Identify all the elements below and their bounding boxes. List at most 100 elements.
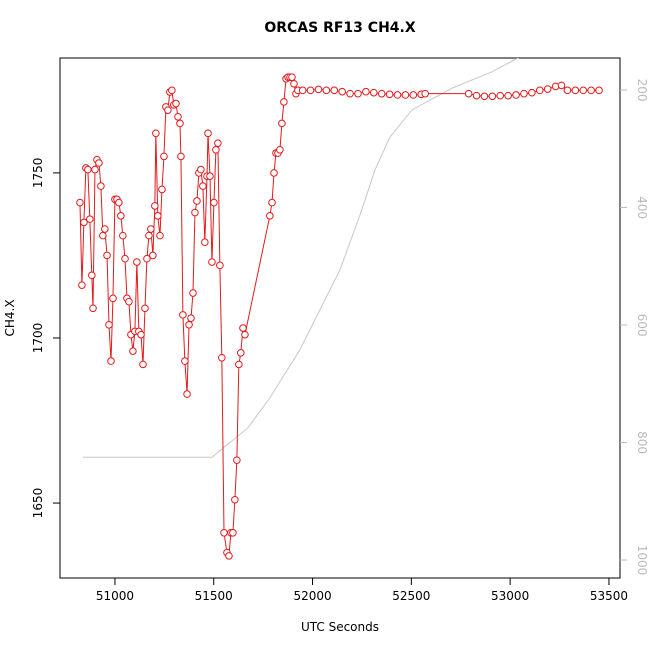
- data-point: [280, 98, 288, 106]
- data-point: [147, 225, 155, 233]
- data-point: [369, 88, 378, 97]
- data-point: [268, 198, 276, 207]
- data-point: [571, 86, 580, 95]
- data-point: [409, 91, 418, 99]
- series-line: [79, 76, 600, 558]
- data-point: [88, 271, 96, 280]
- data-point: [97, 182, 105, 190]
- data-point: [208, 258, 216, 266]
- data-point: [84, 165, 92, 174]
- data-point: [119, 231, 127, 240]
- data-point: [187, 314, 195, 322]
- data-point: [181, 357, 189, 365]
- data-point: [103, 251, 111, 260]
- y-tick-label: 1650: [31, 488, 45, 519]
- data-point: [239, 324, 247, 332]
- data-point: [212, 145, 220, 154]
- data-point: [241, 330, 249, 339]
- data-point: [183, 390, 191, 398]
- data-point: [143, 254, 151, 263]
- data-point: [218, 353, 226, 362]
- data-point: [149, 251, 157, 260]
- data-point: [231, 495, 239, 504]
- y-tick-label: 1700: [31, 323, 45, 354]
- x-tick-label: 51000: [96, 589, 134, 603]
- data-point: [210, 198, 218, 207]
- data-point: [185, 320, 193, 329]
- data-point: [393, 91, 402, 99]
- x-tick-label: 53000: [491, 589, 529, 603]
- data-point: [204, 129, 212, 138]
- data-point: [177, 152, 185, 161]
- data-point: [579, 86, 588, 95]
- plot-box: [59, 57, 621, 579]
- data-point: [237, 349, 245, 357]
- data-point: [99, 231, 107, 240]
- data-point: [152, 129, 160, 138]
- data-point: [235, 360, 243, 369]
- data-point: [141, 304, 149, 313]
- data-point: [115, 198, 123, 207]
- data-point: [290, 79, 298, 88]
- x-tick-label: 52500: [392, 589, 430, 603]
- data-point: [496, 91, 505, 100]
- data-point: [78, 281, 86, 289]
- data-point: [145, 231, 153, 240]
- y2-tick-label: 1000: [635, 545, 649, 576]
- data-point: [535, 86, 544, 95]
- data-point: [278, 119, 286, 128]
- data-point: [179, 311, 187, 319]
- data-point: [512, 91, 520, 99]
- y2-tick-label: 800: [635, 431, 649, 454]
- data-point: [91, 165, 99, 174]
- data-point: [151, 202, 159, 210]
- data-point: [197, 165, 205, 174]
- data-point: [193, 197, 201, 205]
- data-point: [189, 289, 197, 297]
- data-point: [346, 89, 354, 98]
- y-tick-label: 1750: [31, 158, 45, 189]
- data-point: [154, 212, 162, 220]
- data-point: [80, 218, 88, 227]
- data-point: [480, 92, 489, 101]
- data-point: [421, 89, 429, 98]
- data-point: [164, 106, 172, 114]
- data-point: [306, 86, 315, 95]
- data-point: [160, 152, 168, 161]
- x-tick-label: 51500: [195, 589, 233, 603]
- data-point: [109, 294, 117, 303]
- x-tick-label: 52000: [293, 589, 331, 603]
- data-point: [288, 73, 296, 81]
- data-point: [158, 185, 166, 194]
- data-point: [587, 86, 595, 95]
- data-point: [172, 99, 180, 108]
- data-point: [101, 225, 109, 233]
- data-point: [137, 330, 145, 339]
- data-point: [225, 552, 233, 560]
- y2-tick-label: 200: [635, 79, 649, 102]
- data-point: [528, 88, 536, 97]
- data-point: [216, 261, 224, 270]
- data-point: [401, 91, 410, 99]
- data-point: [168, 86, 176, 95]
- data-point: [298, 86, 307, 95]
- data-point: [105, 320, 113, 329]
- x-axis-label: UTC Seconds: [301, 620, 379, 634]
- data-point: [362, 87, 370, 96]
- data-point: [156, 231, 164, 240]
- data-point: [95, 159, 103, 167]
- y2-tick-label: 600: [635, 314, 649, 337]
- data-point: [464, 89, 473, 98]
- data-point: [385, 90, 394, 99]
- data-point: [520, 89, 528, 98]
- data-point: [557, 81, 566, 90]
- data-point: [125, 297, 133, 306]
- data-point: [86, 215, 94, 223]
- data-point: [543, 85, 552, 93]
- data-point: [191, 208, 199, 217]
- data-point: [377, 89, 386, 98]
- data-point: [214, 139, 222, 147]
- data-point: [76, 198, 84, 207]
- data-point: [220, 528, 228, 537]
